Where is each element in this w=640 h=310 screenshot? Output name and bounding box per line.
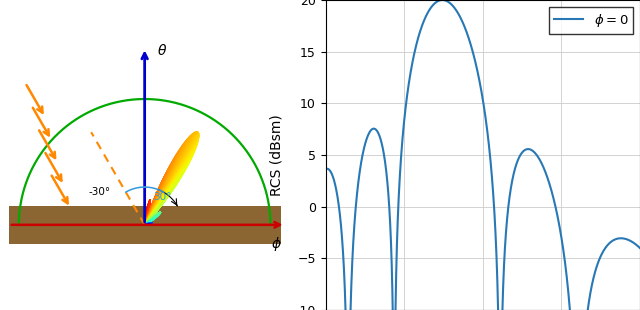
Legend: $\phi=0$: $\phi=0$ [548, 7, 634, 34]
Polygon shape [9, 206, 280, 244]
Text: $\theta$: $\theta$ [157, 43, 168, 58]
Text: $\phi$: $\phi$ [271, 235, 282, 253]
Text: 30°: 30° [154, 192, 172, 202]
Y-axis label: RCS (dBsm): RCS (dBsm) [270, 114, 284, 196]
Text: -30°: -30° [88, 187, 110, 197]
